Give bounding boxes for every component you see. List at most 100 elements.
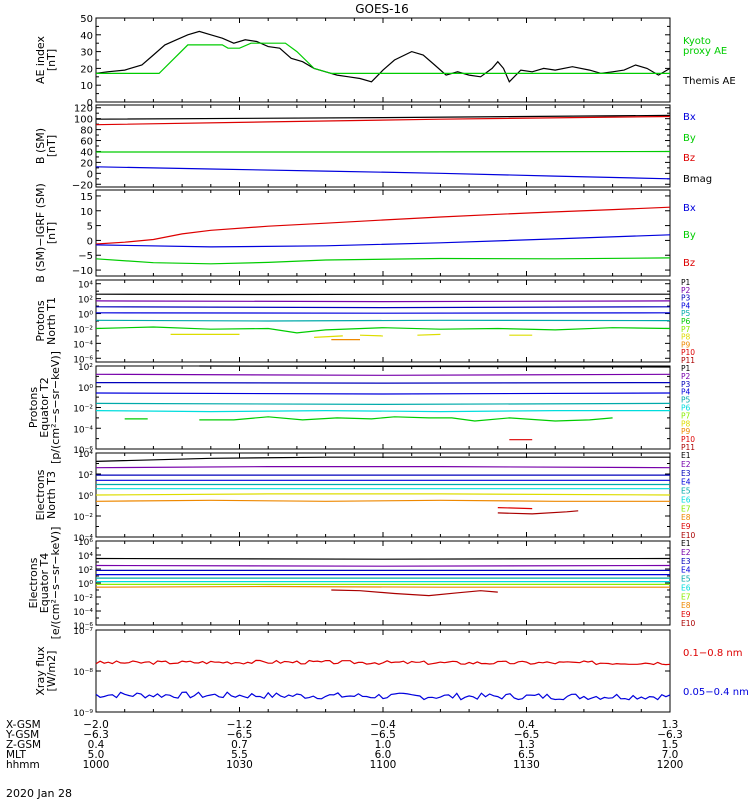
x-column-value: 1.5 xyxy=(662,739,679,751)
x-column-value: 6.5 xyxy=(518,749,535,761)
series-line-bmag xyxy=(95,114,671,120)
panel-frame xyxy=(95,540,671,626)
legend-entry: Themis AE xyxy=(682,76,736,87)
legend-entry: P3 xyxy=(681,380,691,389)
legend-entry: E5 xyxy=(681,575,691,584)
series-line-p7 xyxy=(359,334,384,337)
x-row-label: Y-GSM xyxy=(5,729,39,741)
legend-entry: E1 xyxy=(681,451,691,460)
x-column-value: 5.5 xyxy=(231,749,248,761)
legend-entry: P5 xyxy=(681,396,691,405)
y-axis-label: Protons xyxy=(34,300,47,341)
y-tick-label: 10² xyxy=(78,296,93,306)
legend-entry: E5 xyxy=(681,487,691,496)
y-tick-label: 10⁻² xyxy=(73,513,93,523)
y-axis-label: [nT] xyxy=(45,135,58,157)
y-tick-label: 20 xyxy=(80,64,93,75)
series-line-e1 xyxy=(95,557,671,560)
series-line-p2 xyxy=(95,373,671,376)
y-tick-label: −5 xyxy=(78,251,93,262)
x-column-value: 1.3 xyxy=(662,719,679,731)
y-tick-label: 10⁰ xyxy=(78,311,93,321)
y-axis-label: [nT] xyxy=(45,49,58,71)
y-axis-label: Electrons xyxy=(27,557,40,608)
x-column-value: −6.5 xyxy=(227,729,253,741)
legend-entry: Bz xyxy=(683,258,695,269)
y-tick-label: 10⁴ xyxy=(78,281,93,291)
y-tick-label: 30 xyxy=(80,48,93,59)
y-tick-label: 10 xyxy=(80,81,93,92)
y-axis-label: Equator T2 xyxy=(38,377,51,437)
y-tick-label: 50 xyxy=(80,14,93,25)
y-tick-label: 10² xyxy=(78,471,93,481)
y-tick-label: 40 xyxy=(80,31,93,42)
legend-entry: E8 xyxy=(681,601,691,610)
legend-entry: P9 xyxy=(681,340,691,349)
y-tick-label: 40 xyxy=(80,147,93,158)
y-tick-label: 10⁴ xyxy=(78,552,93,562)
series-line-e7 xyxy=(95,493,671,496)
y-tick-label: 15 xyxy=(80,192,93,203)
x-column-value: 0.4 xyxy=(518,719,535,731)
legend-entry: By xyxy=(683,133,696,144)
legend-entry: E9 xyxy=(681,610,691,619)
series-line-p7 xyxy=(199,416,613,422)
x-column-value: 1130 xyxy=(513,759,540,771)
y-tick-label: 0 xyxy=(87,98,93,109)
x-column-value: −6.3 xyxy=(657,729,683,741)
y-axis-label: Equator T4 xyxy=(38,553,51,613)
legend-entry: P7 xyxy=(681,411,691,420)
y-tick-label: 10⁻² xyxy=(73,594,93,604)
legend-entry: Bx xyxy=(683,112,696,123)
series-line-e8 xyxy=(95,585,670,588)
legend-entry: E10 xyxy=(681,531,696,540)
legend-entry: E9 xyxy=(681,522,691,531)
legend-entry: Bz xyxy=(683,153,695,164)
y-tick-label: 80 xyxy=(80,126,93,137)
x-column-value: 5.0 xyxy=(88,749,105,761)
y-tick-label: 10⁻⁴ xyxy=(73,425,93,435)
y-tick-label: 20 xyxy=(80,158,93,169)
legend-entry: E3 xyxy=(681,469,691,478)
legend-entry: P6 xyxy=(681,404,691,413)
x-column-value: 1000 xyxy=(83,759,110,771)
panel-frame xyxy=(95,629,671,713)
series-line-e10 xyxy=(331,589,498,597)
y-axis-label: [W/m2] xyxy=(45,651,58,692)
series-line-p5 xyxy=(95,402,671,406)
x-row-label: X-GSM xyxy=(6,719,41,731)
series-line-p1 xyxy=(199,365,671,368)
y-tick-label: 0 xyxy=(87,236,93,247)
y-axis-label: Xray flux xyxy=(34,646,47,696)
y-tick-label: 10⁻⁹ xyxy=(73,709,93,719)
legend-entry: P2 xyxy=(681,286,691,295)
y-axis-label: B (SM)−IGRF (SM) xyxy=(34,183,47,283)
x-column-value: 1200 xyxy=(657,759,684,771)
y-tick-label: 0 xyxy=(87,169,93,180)
series-line-themis-ae xyxy=(95,30,671,83)
legend-entry: Bmag xyxy=(683,174,712,185)
y-tick-label: 10 xyxy=(80,207,93,218)
y-axis-label: B (SM) xyxy=(34,128,47,164)
x-column-value: −6.5 xyxy=(514,729,540,741)
series-line-p4 xyxy=(95,392,671,395)
legend-entry: 0.1−0.8 nm xyxy=(683,648,742,659)
x-row-label: MLT xyxy=(6,749,26,761)
x-axis-labels: X-GSMY-GSMZ-GSMMLThhmm−2.0−6.30.45.01000… xyxy=(5,719,683,771)
legend-entry: E7 xyxy=(681,592,691,601)
x-column-value: 7.0 xyxy=(662,749,679,761)
legend-entry: P11 xyxy=(681,443,695,452)
legend-entry: P7 xyxy=(681,325,691,334)
legend-entry: P3 xyxy=(681,294,691,303)
series-line-bz xyxy=(95,206,671,245)
y-axis-label: [nT] xyxy=(45,222,58,244)
y-axis-label: North T1 xyxy=(45,297,58,345)
series-line-bz xyxy=(95,115,671,126)
x-column-value: 1030 xyxy=(226,759,253,771)
